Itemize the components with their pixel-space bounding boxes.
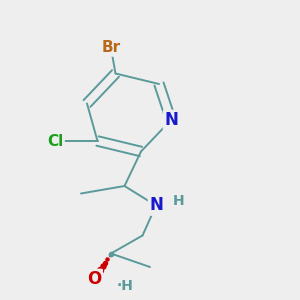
Text: H: H xyxy=(173,194,184,208)
Text: ·H: ·H xyxy=(117,279,134,292)
Text: N: N xyxy=(164,111,178,129)
Text: N: N xyxy=(149,196,163,214)
Text: O: O xyxy=(87,270,102,288)
Text: Br: Br xyxy=(101,40,121,56)
Text: Cl: Cl xyxy=(47,134,64,148)
